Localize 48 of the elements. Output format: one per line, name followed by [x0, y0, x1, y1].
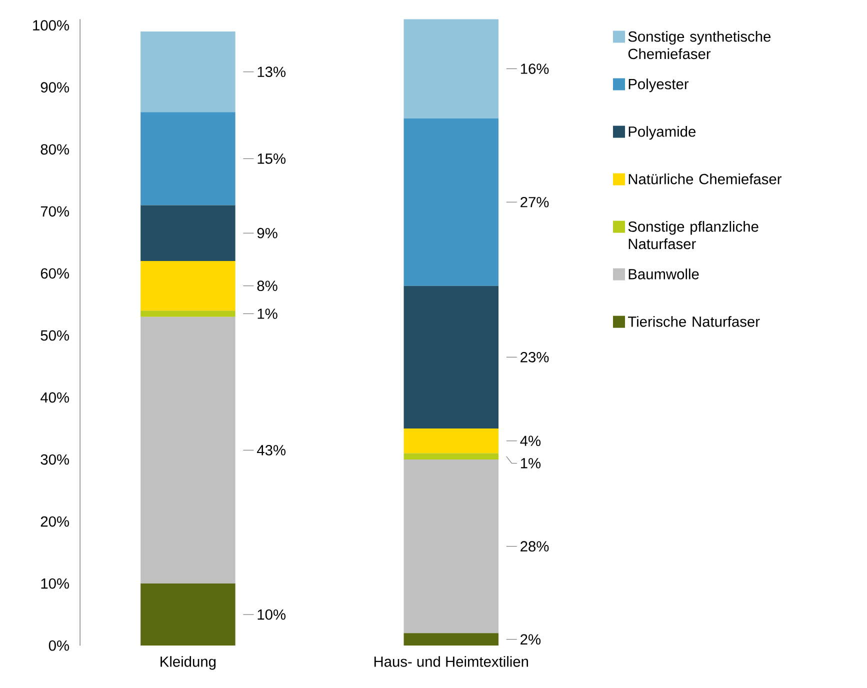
data-label: 4%	[520, 436, 541, 446]
data-label: 27%	[520, 196, 549, 208]
y-tick-label: 10%	[41, 578, 70, 589]
legend-label: Sonstige pflanzliche Naturfaser	[628, 220, 758, 250]
data-label: 1%	[520, 458, 541, 468]
x-tick-label: Haus- und Heimtextilien	[374, 656, 528, 667]
bar	[140, 316, 236, 584]
legend-label: Sonstige synthetische Chemiefaser	[628, 30, 771, 59]
data-label: 43%	[257, 444, 286, 456]
legend-label: Tierische Naturfaser	[628, 316, 760, 327]
bar	[140, 205, 236, 261]
bar	[140, 583, 236, 646]
bar	[140, 310, 236, 317]
y-tick-label: 100%	[33, 20, 69, 30]
bar	[404, 428, 498, 454]
data-label: 10%	[258, 609, 286, 620]
bar	[404, 453, 498, 460]
bar	[140, 112, 236, 206]
legend-label: Polyamide	[628, 126, 696, 140]
bar	[404, 118, 498, 286]
bar	[404, 633, 498, 646]
data-label: 2%	[520, 634, 541, 644]
data-label: 1%	[258, 308, 278, 319]
bar	[404, 459, 498, 634]
y-tick-label: 60%	[40, 268, 70, 278]
data-label: 15%	[258, 153, 286, 164]
y-tick-label: 0%	[48, 640, 70, 651]
y-tick-label: 90%	[40, 82, 70, 92]
bar	[404, 286, 498, 428]
data-label: 16%	[520, 63, 549, 74]
bar	[140, 31, 236, 112]
x-tick-label: Kleidung	[160, 656, 216, 670]
data-label: 23%	[520, 352, 549, 362]
y-tick-label: 80%	[40, 144, 70, 154]
legend-label: Polyester	[628, 78, 689, 92]
data-label: 13%	[258, 66, 286, 77]
y-tick-label: 50%	[40, 330, 70, 341]
legend-label: Natürliche Chemiefaser	[628, 173, 782, 184]
legend-label: Baumwolle	[628, 268, 699, 280]
bar	[140, 260, 236, 311]
y-tick-label: 40%	[40, 392, 70, 403]
y-tick-label: 70%	[40, 206, 70, 216]
data-label: 28%	[520, 541, 549, 552]
bar	[404, 19, 498, 118]
data-label: 9%	[257, 228, 278, 238]
y-tick-label: 30%	[40, 454, 70, 465]
y-tick-label: 20%	[40, 516, 70, 527]
data-label: 8%	[257, 280, 278, 291]
